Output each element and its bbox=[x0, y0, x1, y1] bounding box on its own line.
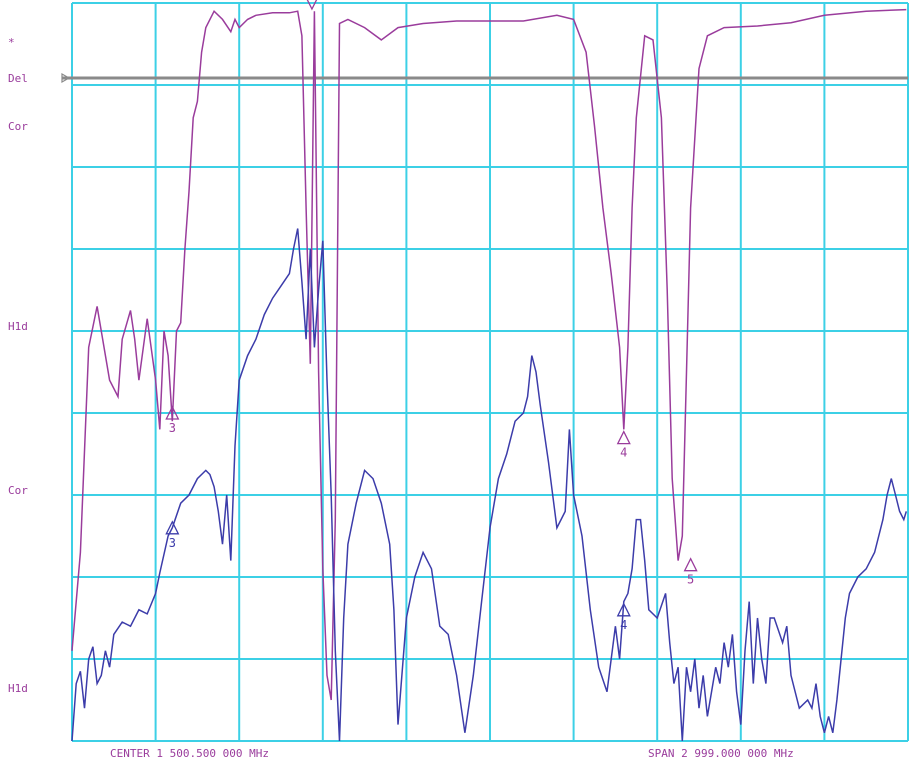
marker-4-triangle-icon bbox=[616, 430, 631, 445]
graticule bbox=[71, 2, 909, 742]
marker-5-triangle-icon bbox=[683, 557, 698, 572]
traces bbox=[71, 8, 908, 742]
trace-2-line bbox=[71, 228, 908, 742]
trace-1-format-label: Del bbox=[8, 72, 28, 85]
marker-3-triangle-icon bbox=[165, 405, 180, 420]
marker-4-triangle-icon bbox=[616, 602, 631, 617]
center-frequency-label: CENTER 1 500.500 000 MHz bbox=[110, 747, 269, 760]
marker-3-triangle-icon bbox=[165, 520, 180, 535]
marker-5-label: 5 bbox=[687, 573, 694, 587]
trace-2-hold-label: H1d bbox=[8, 682, 28, 695]
span-frequency-label: SPAN 2 999.000 000 MHz bbox=[648, 747, 794, 760]
marker-2-triangle-icon bbox=[306, 0, 318, 11]
reference-pointer-icon bbox=[61, 72, 71, 84]
active-marker-symbol: * bbox=[8, 36, 15, 49]
marker-3-label: 3 bbox=[169, 421, 176, 435]
trace-1-line bbox=[71, 8, 907, 701]
trace-1-correction-label: Cor bbox=[8, 120, 28, 133]
trace-2-correction-label: Cor bbox=[8, 484, 28, 497]
markers: 234534 bbox=[165, 0, 698, 632]
marker-3-label: 3 bbox=[169, 536, 176, 550]
marker-4-label: 4 bbox=[620, 618, 627, 632]
marker-4-label: 4 bbox=[620, 446, 627, 460]
trace-1-hold-label: H1d bbox=[8, 320, 28, 333]
